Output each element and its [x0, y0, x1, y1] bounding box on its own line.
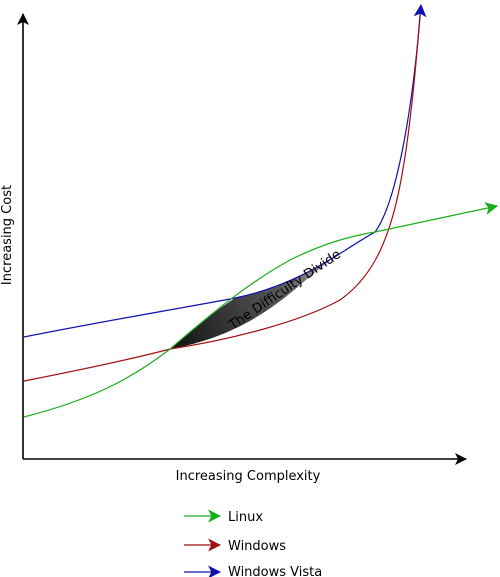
- x-axis-label: Increasing Complexity: [176, 469, 321, 484]
- y-axis-label: Increasing Cost: [0, 185, 15, 285]
- difficulty-divide-region: [170, 232, 375, 349]
- legend-windows-label: Windows: [228, 539, 286, 554]
- legend-windows-vista-label: Windows Vista: [228, 565, 322, 577]
- legend: Linux Windows Windows Vista: [184, 509, 322, 577]
- series-linux-line: [23, 202, 499, 418]
- series-windows-vista-line: [23, 3, 427, 338]
- legend-linux-label: Linux: [228, 510, 263, 525]
- series-windows-line: [23, 14, 421, 382]
